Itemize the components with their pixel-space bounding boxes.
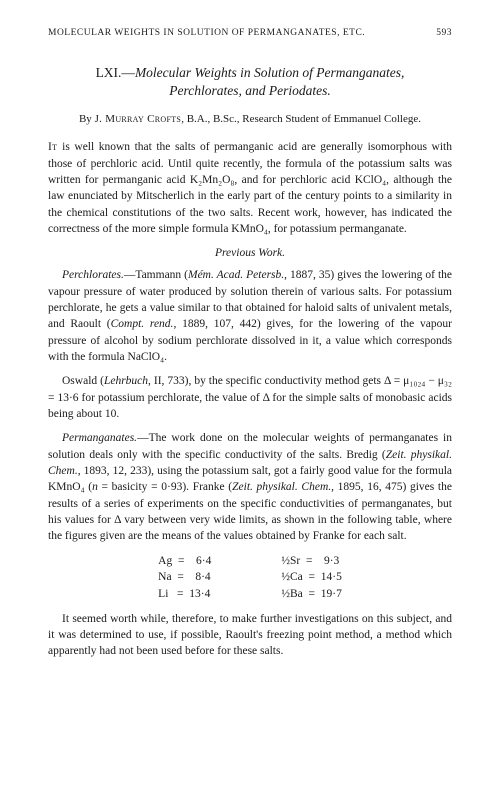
val: 14·5 — [321, 571, 342, 583]
table-row: Li = 13·4 — [158, 586, 211, 603]
ref-italic: Compt. rend. — [111, 318, 174, 330]
byline: By J. Murray Crofts, B.A., B.Sc., Resear… — [48, 112, 452, 127]
val: 8·4 — [190, 571, 211, 583]
closing-paragraph: It seemed worth while, therefore, to mak… — [48, 611, 452, 660]
values-table: Ag = 6·4 Na = 8·4 Li = 13·4 ½Sr = 9·3 ½C… — [48, 553, 452, 603]
intro-paragraph: It is well known that the salts of perma… — [48, 139, 452, 237]
val: 19·7 — [321, 588, 342, 600]
table-row: ½Ca = 14·5 — [281, 569, 342, 586]
sym: Ag — [158, 555, 172, 567]
eq: = — [178, 555, 185, 567]
page-number: 593 — [436, 28, 452, 38]
eq: = — [306, 555, 313, 567]
sym: Na — [158, 571, 171, 583]
sym: ½Ca — [281, 571, 302, 583]
lead-cap: It — [48, 141, 62, 153]
sym: Li — [158, 588, 168, 600]
perchlorates-label: Perchlorates. — [62, 269, 124, 281]
sym: ½Sr — [281, 555, 300, 567]
running-head-text: MOLECULAR WEIGHTS IN SOLUTION OF PERMANG… — [48, 28, 365, 38]
ref-italic: Lehrbuch — [104, 375, 148, 387]
running-head: MOLECULAR WEIGHTS IN SOLUTION OF PERMANG… — [48, 28, 452, 38]
author-name: J. Murray Crofts — [95, 113, 182, 125]
val: 13·4 — [189, 588, 210, 600]
text-seg: —Tammann ( — [124, 269, 188, 281]
values-col-right: ½Sr = 9·3 ½Ca = 14·5 ½Ba = 19·7 — [281, 553, 342, 603]
byline-prefix: By — [79, 113, 95, 125]
perchlorates-para-2: Oswald (Lehrbuch, II, 733), by the speci… — [48, 373, 452, 422]
text-seg: Oswald ( — [62, 375, 104, 387]
eq: = — [308, 571, 315, 583]
val: 9·3 — [318, 555, 339, 567]
perchlorates-para-1: Perchlorates.—Tammann (Mém. Acad. Peters… — [48, 267, 452, 365]
title-numeral: LXI.— — [96, 65, 135, 80]
eq: = — [177, 571, 184, 583]
table-row: Na = 8·4 — [158, 569, 211, 586]
article-title: LXI.—Molecular Weights in Solution of Pe… — [48, 64, 452, 100]
title-line-2: Perchlorates, and Periodates. — [169, 83, 330, 98]
table-row: ½Sr = 9·3 — [281, 553, 342, 570]
intro-text: is well known that the salts of permanga… — [48, 141, 452, 235]
section-heading: Previous Work. — [48, 247, 452, 259]
sym: ½Ba — [281, 588, 302, 600]
permanganates-para: Permanganates.—The work done on the mole… — [48, 430, 452, 544]
table-row: ½Ba = 19·7 — [281, 586, 342, 603]
permanganates-label: Permanganates. — [62, 432, 137, 444]
values-col-left: Ag = 6·4 Na = 8·4 Li = 13·4 — [158, 553, 211, 603]
byline-suffix: , B.A., B.Sc., Research Student of Emman… — [181, 113, 421, 125]
ref-italic: Zeit. physikal. Chem. — [232, 481, 331, 493]
eq: = — [308, 588, 315, 600]
text-seg: = basicity = 0·93). Franke ( — [98, 481, 232, 493]
title-line-1: Molecular Weights in Solution of Permang… — [135, 65, 404, 80]
ref-italic: Mém. Acad. Petersb. — [188, 269, 284, 281]
table-row: Ag = 6·4 — [158, 553, 211, 570]
val: 6·4 — [190, 555, 211, 567]
eq: = — [177, 588, 184, 600]
page: MOLECULAR WEIGHTS IN SOLUTION OF PERMANG… — [0, 0, 500, 696]
